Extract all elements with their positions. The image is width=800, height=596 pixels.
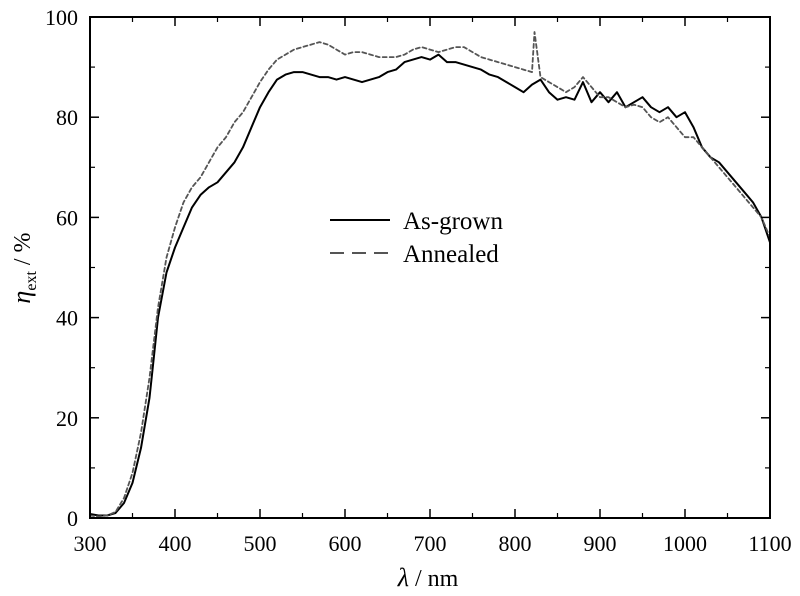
legend: As-grown Annealed	[330, 208, 503, 268]
x-axis-unit: nm	[428, 566, 459, 592]
x-tick-label-400: 400	[159, 531, 192, 556]
x-tick-label-1100: 1100	[748, 531, 791, 556]
x-tick-label-800: 800	[499, 531, 532, 556]
legend-label-as-grown: As-grown	[403, 208, 503, 235]
legend-label-annealed: Annealed	[403, 241, 499, 268]
y-tick-label-20: 20	[56, 406, 78, 431]
series-layer	[89, 31, 771, 518]
y-axis-unit: %	[10, 232, 36, 252]
x-tick-label-500: 500	[244, 531, 277, 556]
x-tick-label-700: 700	[414, 531, 447, 556]
series-as-grown-line	[89, 53, 771, 517]
x-tick-label-900: 900	[584, 531, 617, 556]
x-axis-label: λ / nm	[397, 563, 459, 592]
x-tick-label-1000: 1000	[663, 531, 707, 556]
series-annealed-line	[89, 31, 771, 518]
y-tick-label-0: 0	[67, 506, 78, 531]
y-tick-label-80: 80	[56, 105, 78, 130]
y-axis-symbol: η	[7, 291, 36, 304]
ticks-layer: 300 400 500 600 700 800 900 1000 1100 0 20 40 60 80 10…	[45, 5, 792, 556]
x-axis-symbol: λ	[397, 563, 409, 592]
x-tick-label-300: 300	[74, 531, 107, 556]
y-tick-label-100: 100	[45, 5, 78, 30]
x-tick-label-600: 600	[329, 531, 362, 556]
y-tick-label-40: 40	[56, 306, 78, 331]
y-axis-subscript: ext	[23, 271, 40, 291]
y-tick-label-60: 60	[56, 205, 78, 230]
y-axis-label: ηext / %	[7, 232, 40, 303]
